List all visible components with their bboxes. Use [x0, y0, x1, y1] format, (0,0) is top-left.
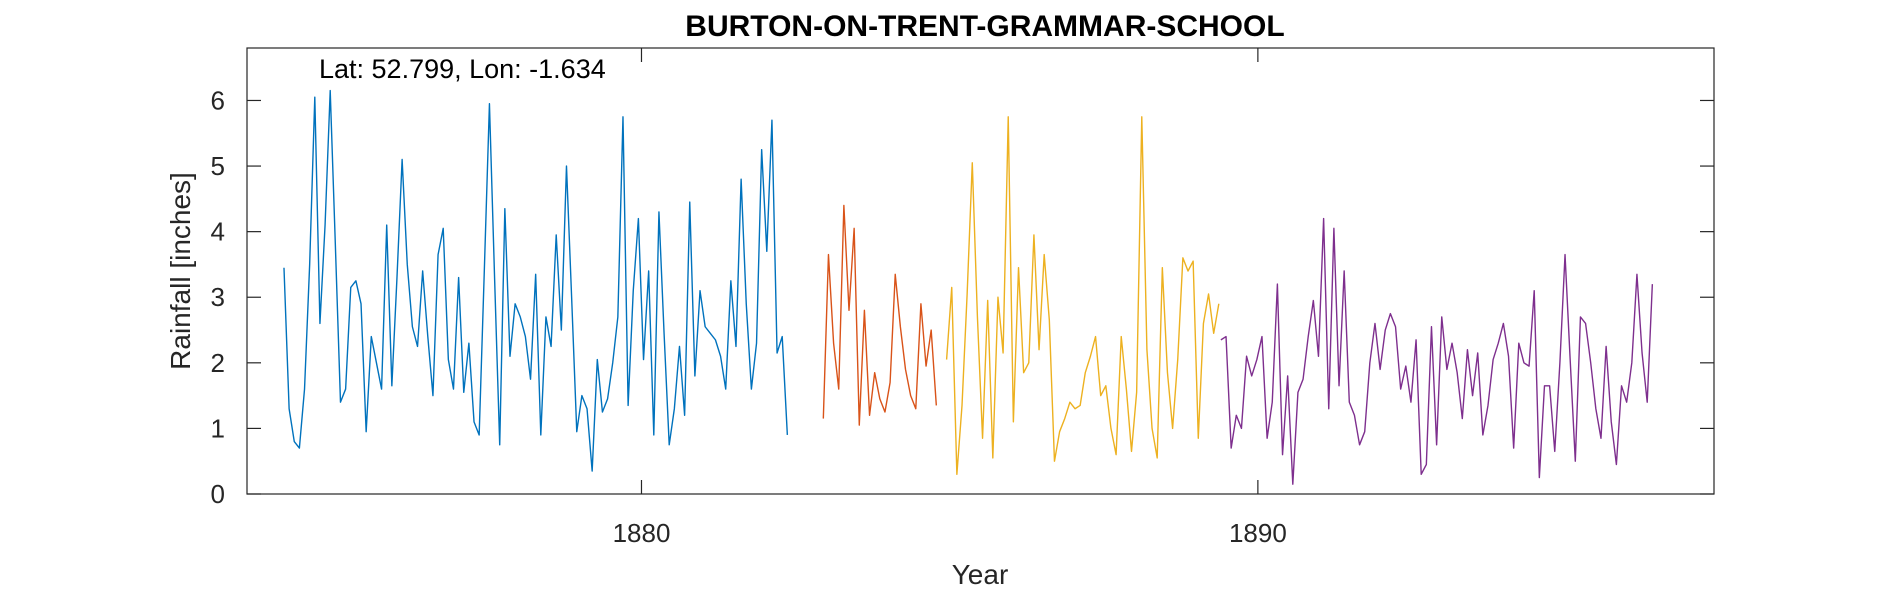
series-line-2	[822, 204, 938, 426]
y-tick-label: 5	[211, 151, 225, 181]
chart-title: BURTON-ON-TRENT-GRAMMAR-SCHOOL	[685, 10, 1284, 43]
series-line-1	[283, 89, 789, 472]
y-tick-label: 2	[211, 348, 225, 378]
y-tick-label: 3	[211, 282, 225, 312]
ticks-layer: 0 1 2 3 4 5 6 1880 1890	[211, 48, 1714, 548]
y-axis-label: Rainfall [inches]	[165, 172, 196, 370]
series-line-3	[945, 116, 1220, 476]
series-layer	[283, 89, 1654, 485]
y-tick-label: 0	[211, 479, 225, 509]
y-tick-label: 1	[211, 413, 225, 443]
y-tick-label: 4	[211, 217, 225, 247]
y-tick-label: 6	[211, 85, 225, 115]
x-tick-label: 1880	[613, 518, 671, 548]
plot-frame	[246, 47, 1715, 495]
location-annotation: Lat: 52.799, Lon: -1.634	[319, 54, 606, 84]
series-line-4	[1220, 217, 1654, 485]
x-tick-label: 1890	[1229, 518, 1287, 548]
x-axis-label: Year	[952, 559, 1009, 590]
